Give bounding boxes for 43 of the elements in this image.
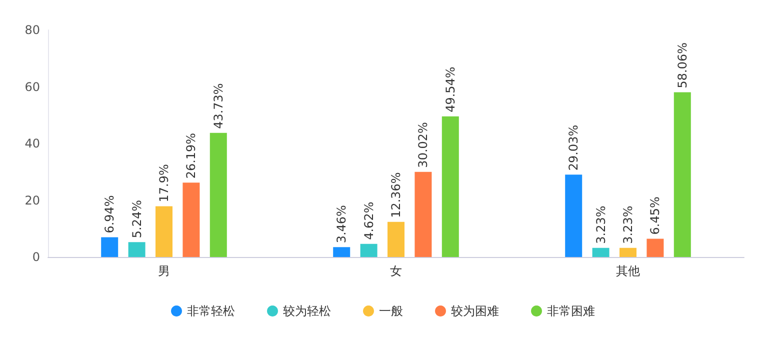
data-label: 26.19% <box>184 132 198 179</box>
data-label: 49.54% <box>443 66 458 112</box>
x-tick-label: 其他 <box>616 264 640 278</box>
bar <box>646 238 664 257</box>
bar <box>182 182 200 257</box>
bar <box>101 237 118 257</box>
data-label: 4.62% <box>362 202 376 240</box>
legend-label: 较为轻松 <box>283 304 331 318</box>
data-label: 6.45% <box>648 196 662 235</box>
bar <box>360 244 378 257</box>
data-label: 43.73% <box>211 83 226 129</box>
legend-label: 非常困难 <box>547 304 595 318</box>
data-label: 3.23% <box>594 206 608 244</box>
x-tick-label: 女 <box>390 264 402 278</box>
legend-label: 较为困难 <box>451 304 499 318</box>
bar <box>388 222 404 257</box>
bar <box>620 248 636 257</box>
bar <box>565 174 582 257</box>
bar <box>128 242 146 257</box>
bar <box>210 132 227 257</box>
data-label: 3.23% <box>621 206 635 244</box>
data-label: 30.02% <box>416 122 430 168</box>
legend-label: 非常轻松 <box>187 304 235 318</box>
data-label: 6.94% <box>102 195 117 234</box>
legend-label: 一般 <box>379 304 403 318</box>
bar <box>333 247 350 257</box>
data-label: 12.36% <box>389 172 403 218</box>
y-tick-label: 80 <box>24 23 40 37</box>
y-tick-label: 40 <box>24 136 40 150</box>
data-label: 29.03% <box>566 124 581 171</box>
data-label: 58.06% <box>675 42 690 88</box>
bar <box>442 116 459 257</box>
data-label: 5.24% <box>130 200 144 238</box>
bar <box>674 92 691 257</box>
bar <box>592 248 610 257</box>
y-tick-label: 60 <box>24 80 40 94</box>
data-label: 17.9% <box>157 164 171 202</box>
data-label: 3.46% <box>334 205 349 244</box>
y-tick-label: 20 <box>24 193 40 208</box>
bar <box>156 206 172 257</box>
x-tick-label: 男 <box>158 264 170 278</box>
bar <box>414 172 432 257</box>
y-tick-label: 0 <box>32 250 40 264</box>
